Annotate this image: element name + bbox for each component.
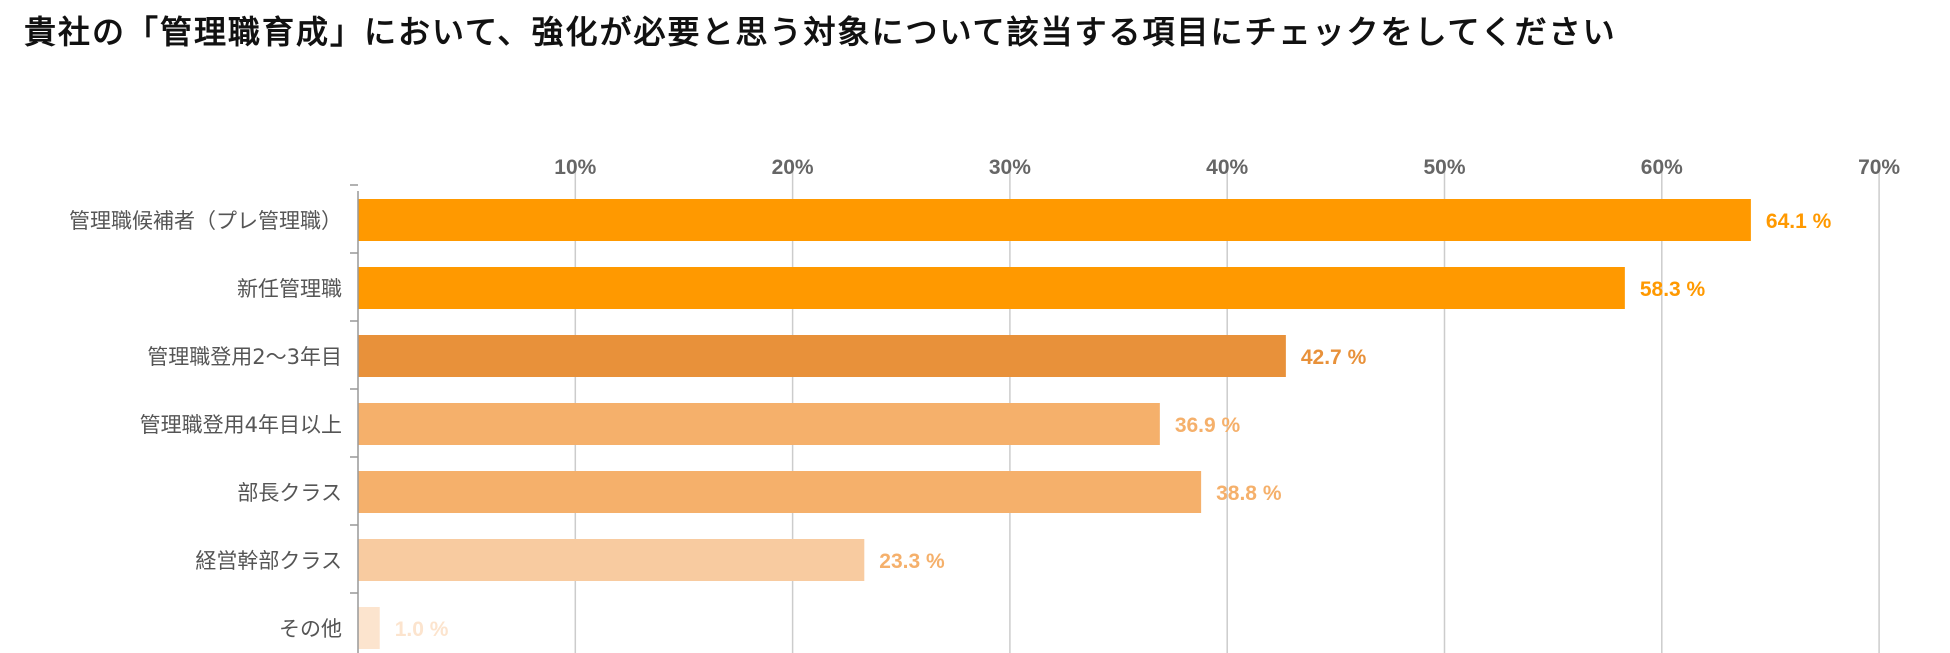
x-tick-label: 20% bbox=[772, 156, 814, 179]
labels: 10% 20% 30% 40% 50% 60% 70% 管理職候補者（プレ管理職） 64.1 %… bbox=[69, 156, 1900, 641]
bar bbox=[358, 199, 1751, 241]
value-label: 64.1 % bbox=[1766, 210, 1832, 233]
bar bbox=[358, 471, 1202, 513]
value-label: 23.3 % bbox=[879, 550, 945, 573]
category-label: 管理職登用4年目以上 bbox=[140, 413, 342, 437]
bars bbox=[358, 199, 1751, 649]
bar bbox=[358, 607, 380, 649]
value-label: 42.7 % bbox=[1301, 346, 1367, 369]
bar bbox=[358, 403, 1160, 445]
bar bbox=[358, 335, 1286, 377]
value-label: 38.8 % bbox=[1216, 482, 1282, 505]
x-tick-label: 60% bbox=[1641, 156, 1683, 179]
x-tick-label: 30% bbox=[989, 156, 1031, 179]
value-label: 36.9 % bbox=[1175, 414, 1241, 437]
x-tick-label: 70% bbox=[1858, 156, 1900, 179]
x-tick-label: 40% bbox=[1206, 156, 1248, 179]
category-label: 経営幹部クラス bbox=[195, 549, 342, 573]
bar bbox=[358, 267, 1625, 309]
x-tick-label: 10% bbox=[554, 156, 596, 179]
value-label: 58.3 % bbox=[1640, 278, 1706, 301]
x-tick-label: 50% bbox=[1423, 156, 1465, 179]
page-title: 貴社の「管理職育成」において、強化が必要と思う対象について該当する項目にチェック… bbox=[24, 13, 1617, 51]
y-axis bbox=[350, 184, 359, 653]
category-label: 管理職候補者（プレ管理職） bbox=[69, 209, 342, 233]
value-label: 1.0 % bbox=[395, 618, 449, 641]
bar bbox=[358, 539, 865, 581]
category-label: 部長クラス bbox=[237, 481, 342, 505]
category-label: 新任管理職 bbox=[237, 277, 342, 301]
category-label: その他 bbox=[279, 617, 342, 641]
category-label: 管理職登用2〜3年目 bbox=[147, 345, 342, 369]
